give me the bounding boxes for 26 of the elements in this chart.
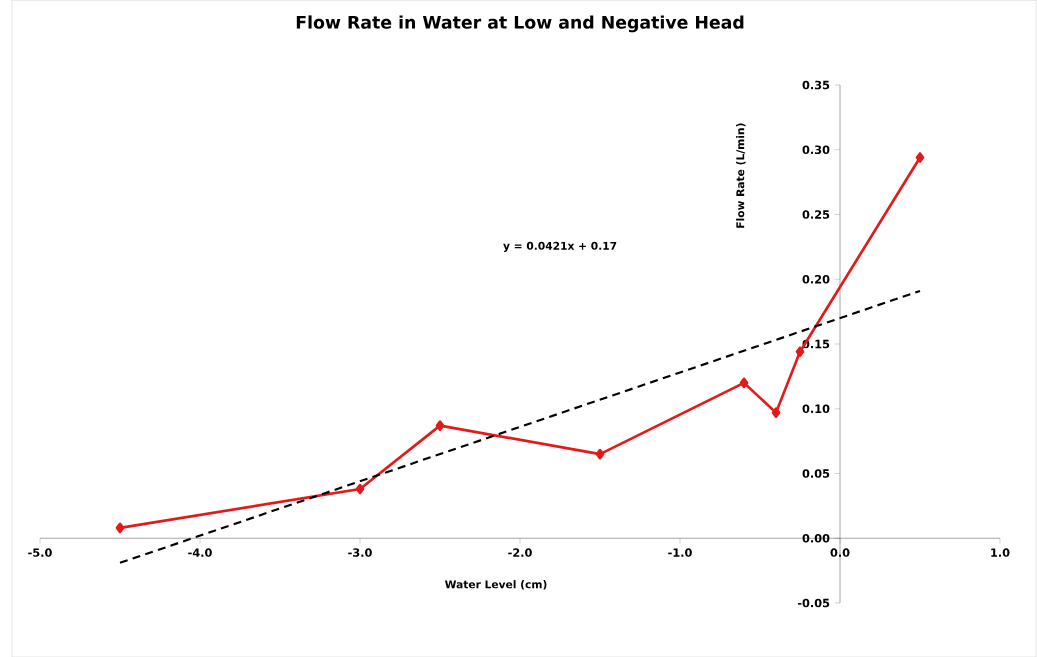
point bbox=[739, 377, 749, 389]
y-tick-label: 0.00 bbox=[802, 533, 830, 543]
annotation: y = 0.0421x + 0.17 bbox=[503, 241, 617, 252]
point bbox=[355, 483, 365, 495]
x-tick-label: 0.0 bbox=[830, 548, 850, 557]
point bbox=[435, 420, 445, 431]
y-tick-label: 0.10 bbox=[802, 404, 830, 414]
point bbox=[595, 448, 605, 460]
x-tick-label: -4.0 bbox=[188, 548, 212, 557]
x-tick-label: -2.0 bbox=[508, 548, 532, 557]
point bbox=[915, 152, 925, 163]
y-tick-label: -0.05 bbox=[797, 598, 830, 608]
y-tick-label: 0.30 bbox=[802, 145, 830, 155]
x-tick-label: -5.0 bbox=[28, 548, 52, 557]
x-axis-title: Water Level (cm) bbox=[445, 580, 547, 590]
y-tick-label: 0.05 bbox=[802, 469, 830, 478]
y-tick-label: 0.35 bbox=[802, 80, 830, 90]
x-tick-label: -3.0 bbox=[348, 548, 372, 557]
y-tick-label: 0.20 bbox=[802, 274, 830, 284]
chart-title: Flow Rate in Water at Low and Negative Head bbox=[296, 15, 744, 33]
point bbox=[115, 522, 125, 534]
x-tick-label: 1.0 bbox=[991, 548, 1010, 557]
y-tick-label: 0.25 bbox=[802, 210, 830, 219]
point bbox=[771, 407, 781, 418]
y-axis-title: Flow Rate (L/min) bbox=[736, 123, 746, 228]
x-tick-label: -1.0 bbox=[668, 548, 692, 557]
